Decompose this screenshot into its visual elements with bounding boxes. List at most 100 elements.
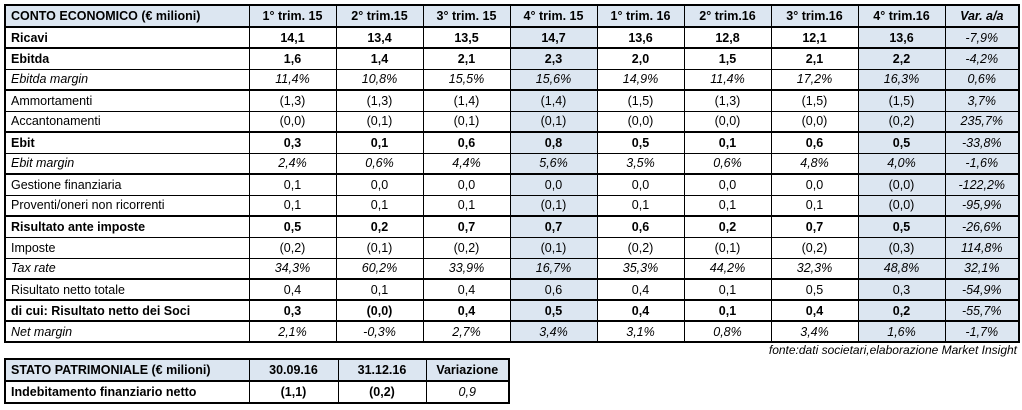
value-cell: 0,6%	[335, 153, 424, 175]
table-row: Ebitda 1,6 1,4 2,1 2,3 2,0 1,5 2,1 2,2 -4,2%	[4, 48, 1020, 70]
table-row: Risultato netto totale 0,4 0,1 0,4 0,6 0,4 0,1…	[4, 279, 1020, 301]
value-cell: (0,0)	[335, 300, 424, 322]
balance-sheet-body: STATO PATRIMONIALE (€ milioni) 30.09.16 31…	[4, 359, 510, 404]
row-label: Imposte	[4, 237, 250, 259]
value-cell: 0,0	[335, 174, 424, 196]
var-cell: 235,7%	[944, 111, 1020, 133]
value-cell: 0,5	[857, 132, 946, 154]
column-header: 1° trim. 15	[248, 5, 337, 28]
table-row: Ebit margin 2,4% 0,6% 4,4% 5,6% 3,5% 0,6% 4,8% 4…	[4, 153, 1020, 175]
var-cell: -4,2%	[944, 48, 1020, 70]
row-label: Risultato netto totale	[4, 279, 250, 301]
value-cell: 0,6	[596, 216, 685, 238]
value-cell: 0,3	[857, 279, 946, 301]
var-cell: -54,9%	[944, 279, 1020, 301]
value-cell: 14,1	[248, 27, 337, 49]
value-cell: 12,1	[770, 27, 859, 49]
row-label: Ebit	[4, 132, 250, 154]
value-cell: 0,1	[596, 195, 685, 217]
value-cell: 14,9%	[596, 69, 685, 91]
column-header: 1° trim. 16	[596, 5, 685, 28]
value-cell: 0,5	[509, 300, 598, 322]
value-cell: 0,4	[422, 279, 511, 301]
value-cell: 44,2%	[683, 258, 772, 280]
value-cell: 13,6	[857, 27, 946, 49]
value-cell: 0,1	[248, 195, 337, 217]
value-cell: 32,3%	[770, 258, 859, 280]
value-cell: 14,7	[509, 27, 598, 49]
var-cell: 0,6%	[944, 69, 1020, 91]
value-cell: 4,0%	[857, 153, 946, 175]
value-cell: 15,6%	[509, 69, 598, 91]
value-cell: 0,5	[248, 216, 337, 238]
value-cell: 0,0	[509, 174, 598, 196]
value-cell: 1,4	[335, 48, 424, 70]
value-cell: 0,6	[509, 279, 598, 301]
value-cell: 2,1%	[248, 321, 337, 343]
value-cell: 0,5	[770, 279, 859, 301]
value-cell: (0,1)	[335, 237, 424, 259]
value-cell: 4,8%	[770, 153, 859, 175]
value-cell: 13,6	[596, 27, 685, 49]
value-cell: 13,4	[335, 27, 424, 49]
table-row: Risultato ante imposte 0,5 0,2 0,7 0,7 0,6 0,2…	[4, 216, 1020, 238]
table-row: Net margin 2,1% -0,3% 2,7% 3,4% 3,1% 0,8% 3,4% 1…	[4, 321, 1020, 343]
value-cell: (1,3)	[335, 90, 424, 112]
value-cell: 11,4%	[248, 69, 337, 91]
income-statement-body: CONTO ECONOMICO (€ milioni) 1° trim. 15 2°…	[4, 5, 1020, 343]
column-header: 30.09.16	[248, 359, 339, 382]
value-cell: 2,2	[857, 48, 946, 70]
income-statement-title: CONTO ECONOMICO (€ milioni)	[4, 5, 250, 28]
row-label: Accantonamenti	[4, 111, 250, 133]
value-cell: 2,1	[422, 48, 511, 70]
value-cell: 1,5	[683, 48, 772, 70]
balance-sheet-table: STATO PATRIMONIALE (€ milioni) 30.09.16 31…	[4, 358, 510, 404]
value-cell: 0,6	[422, 132, 511, 154]
value-cell: 13,5	[422, 27, 511, 49]
value-cell: 5,6%	[509, 153, 598, 175]
value-cell: 11,4%	[683, 69, 772, 91]
table-row: Proventi/oneri non ricorrenti 0,1 0,1 0,1 (0…	[4, 195, 1020, 217]
value-cell: 0,1	[683, 300, 772, 322]
var-cell: -55,7%	[944, 300, 1020, 322]
value-cell: 0,0	[596, 174, 685, 196]
value-cell: 0,5	[857, 216, 946, 238]
value-cell: 1,6%	[857, 321, 946, 343]
table-row: Imposte (0,2) (0,1) (0,2) (0,1) (0,2) (0,1) (0,…	[4, 237, 1020, 259]
table-row: Tax rate 34,3% 60,2% 33,9% 16,7% 35,3% 44,2% 32…	[4, 258, 1020, 280]
var-cell: -122,2%	[944, 174, 1020, 196]
source-note: fonte:dati societari,elaborazione Market…	[768, 343, 1017, 357]
value-cell: 12,8	[683, 27, 772, 49]
value-cell: (1,4)	[422, 90, 511, 112]
value-cell: 0,5	[596, 132, 685, 154]
table-row: Ebitda margin 11,4% 10,8% 15,5% 15,6% 14,9% 11…	[4, 69, 1020, 91]
value-cell: 0,2	[857, 300, 946, 322]
value-cell: -0,3%	[335, 321, 424, 343]
column-header: 31.12.16	[337, 359, 427, 382]
value-cell: (1,4)	[509, 90, 598, 112]
column-header: 4° trim. 15	[509, 5, 598, 28]
table-row: Indebitamento finanziario netto (1,1) (0,2…	[4, 381, 510, 404]
table-row: Ebit 0,3 0,1 0,6 0,8 0,5 0,1 0,6 0,5 -33,8%	[4, 132, 1020, 154]
value-cell: 0,0	[770, 174, 859, 196]
row-label: Ammortamenti	[4, 90, 250, 112]
row-label: Gestione finanziaria	[4, 174, 250, 196]
row-label: Proventi/oneri non ricorrenti	[4, 195, 250, 217]
row-label: Tax rate	[4, 258, 250, 280]
value-cell: 0,4	[596, 300, 685, 322]
value-cell: 2,1	[770, 48, 859, 70]
value-cell: 0,7	[509, 216, 598, 238]
var-cell: -1,7%	[944, 321, 1020, 343]
value-cell: 15,5%	[422, 69, 511, 91]
value-cell: 0,4	[248, 279, 337, 301]
value-cell: (0,2)	[422, 237, 511, 259]
value-cell: (1,5)	[857, 90, 946, 112]
value-cell: 10,8%	[335, 69, 424, 91]
income-statement-header-row: CONTO ECONOMICO (€ milioni) 1° trim. 15 2°…	[4, 5, 1020, 28]
value-cell: 0,8%	[683, 321, 772, 343]
column-header: Variazione	[425, 359, 510, 382]
value-cell: 0,4	[422, 300, 511, 322]
column-header: 2° trim.15	[335, 5, 424, 28]
value-cell: 2,3	[509, 48, 598, 70]
